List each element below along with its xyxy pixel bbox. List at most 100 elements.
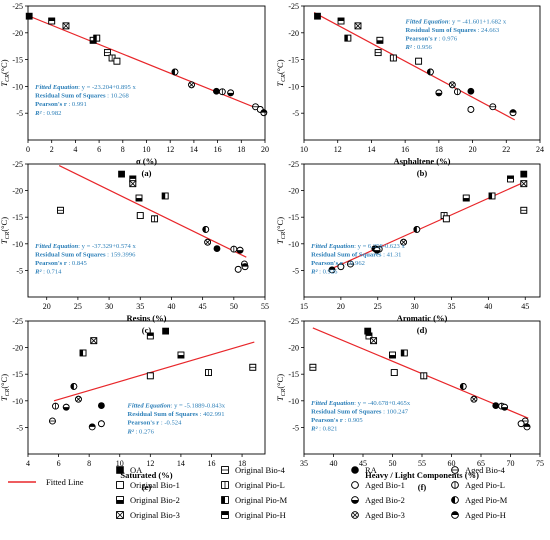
data-point-12 (62, 403, 70, 411)
data-point-1 (365, 332, 373, 340)
stat-value: : 100.247 (382, 408, 409, 415)
legend-item-label: Aged Pio-H (465, 510, 506, 520)
data-point-5 (57, 206, 64, 214)
x-tick-label: 40 (484, 302, 492, 311)
legend-item-label: Original Bio-2 (130, 495, 180, 505)
panel-b: 10 12 14 16 18 20 22 24 -25 -20 -15 -10 -5 Asphaltene… (275, 2, 544, 178)
panel-label: (e) (142, 482, 152, 492)
stat-label: Pearson's r (311, 260, 343, 267)
x-axis-label: Asphaltene (%) (394, 156, 451, 166)
x-tick-label: 4 (26, 459, 30, 468)
data-point-11 (453, 88, 461, 96)
stat-label: Pearson's r (311, 417, 343, 424)
legend-item-label: Aged Pio-L (465, 480, 505, 490)
x-tick-label: 55 (261, 302, 269, 311)
x-tick-label: 24 (536, 145, 544, 154)
fitted-line (58, 165, 247, 258)
panel-f: 35 40 45 50 55 60 65 70 75 -25 -20 -15 -10 -5 Heavy / … (275, 317, 544, 492)
svg-text:Residual Sum of Squares : 402.: Residual Sum of Squares : 402.991 (128, 411, 225, 418)
stat-value: : 24.663 (476, 27, 500, 34)
data-point-10 (492, 402, 500, 409)
svg-text:R² : 0.714: R² : 0.714 (34, 269, 62, 276)
legend-item-label: Original Pio-L (235, 480, 285, 490)
data-point-9 (188, 81, 195, 89)
data-point-14 (517, 420, 525, 428)
legend-marker-7 (221, 511, 229, 519)
legend-marker-11 (351, 511, 359, 519)
x-tick-label: 20 (43, 302, 51, 311)
svg-text:Pearson's r : 0.905: Pearson's r : 0.905 (311, 417, 363, 424)
data-point-14 (97, 420, 105, 428)
svg-text:R² : 0.276: R² : 0.276 (127, 428, 155, 435)
data-point-8 (70, 383, 78, 390)
data-point-4 (93, 34, 101, 42)
data-point-9 (204, 238, 212, 246)
x-tick-label: 6 (57, 459, 61, 468)
data-point-14 (234, 265, 242, 273)
stat-label: R² (310, 426, 318, 433)
stat-value: : 0.714 (41, 269, 62, 276)
svg-text:Fitted Equation: y = -5.1889-0: Fitted Equation: y = -5.1889-0.843x (128, 402, 226, 409)
data-point-2 (90, 337, 98, 345)
x-tick-label: 45 (199, 302, 207, 311)
data-point-1 (146, 332, 154, 340)
x-tick-label: 30 (105, 302, 113, 311)
legend-marker-9 (351, 481, 359, 489)
data-point-5 (249, 363, 257, 371)
data-point-12 (373, 246, 381, 254)
stat-value: : -0.962 (343, 260, 365, 267)
stat-value: : 0.926 (317, 269, 338, 276)
legend-item-label: Aged Bio-2 (365, 495, 405, 505)
stat-label: R² (127, 428, 135, 435)
legend-marker-14 (451, 496, 459, 504)
data-point-15 (523, 423, 531, 431)
x-tick-label: 10 (116, 459, 124, 468)
y-tick-label: -20 (12, 29, 23, 38)
y-tick-label: -5 (16, 109, 23, 118)
y-axis-label: TCR(°C) (0, 217, 11, 244)
data-point-9 (470, 395, 478, 403)
data-point-4 (177, 351, 185, 359)
stat-value: : 0.982 (41, 110, 61, 117)
y-tick-label: -10 (12, 82, 23, 91)
y-tick-label: -15 (12, 56, 23, 65)
panel-label: (c) (142, 325, 152, 335)
x-tick-label: 12 (334, 145, 342, 154)
stat-value: : 10.268 (106, 93, 130, 100)
x-tick-label: 35 (136, 302, 144, 311)
plot-frame (303, 320, 541, 455)
x-tick-label: 8 (121, 145, 125, 154)
x-tick-label: 4 (73, 145, 77, 154)
data-point-1 (337, 17, 345, 25)
data-point-15 (88, 423, 96, 431)
data-point-7 (442, 215, 450, 223)
legend-marker-15 (451, 511, 459, 519)
legend: Fitted Line OA Original Bio-1 Original Bio-… (8, 465, 508, 520)
fit-statistics: Fitted Equation: y = -40.678+0.465xResid… (310, 400, 411, 433)
data-point-6 (420, 372, 428, 380)
y-tick-label: -10 (288, 82, 299, 91)
y-tick-label: -25 (12, 2, 23, 11)
legend-marker-2 (116, 496, 124, 504)
legend-marker-0 (116, 466, 124, 474)
svg-text:Fitted Equation: y = -37.329+0: Fitted Equation: y = -37.329+0.574 x (35, 243, 136, 250)
y-tick-label: -5 (292, 423, 299, 432)
stat-label: Residual Sum of Squares (311, 251, 382, 258)
y-tick-label: -15 (288, 213, 299, 222)
legend-item-label: Original Pio-M (235, 495, 288, 505)
fit-statistics: Fitted Equation: y = 6.358-0.623 xResidu… (310, 243, 405, 276)
data-point-5 (374, 49, 382, 57)
y-tick-label: -15 (12, 213, 23, 222)
x-tick-label: 12 (166, 145, 174, 154)
legend-item-label: Original Bio-3 (130, 510, 180, 520)
svg-text:Pearson's r : -0.962: Pearson's r : -0.962 (311, 260, 365, 267)
data-point-8 (427, 68, 434, 76)
stat-value: : 41.31 (382, 251, 402, 258)
data-point-12 (501, 403, 509, 411)
data-point-11 (230, 245, 238, 253)
data-point-2 (62, 22, 70, 30)
svg-text:Fitted Equation: y = -40.678+0: Fitted Equation: y = -40.678+0.465x (311, 400, 411, 407)
svg-text:Fitted Equation: y = 6.358-0.6: Fitted Equation: y = 6.358-0.623 x (311, 243, 405, 250)
y-tick-label: -10 (12, 240, 23, 249)
x-tick-label: 14 (367, 145, 375, 154)
